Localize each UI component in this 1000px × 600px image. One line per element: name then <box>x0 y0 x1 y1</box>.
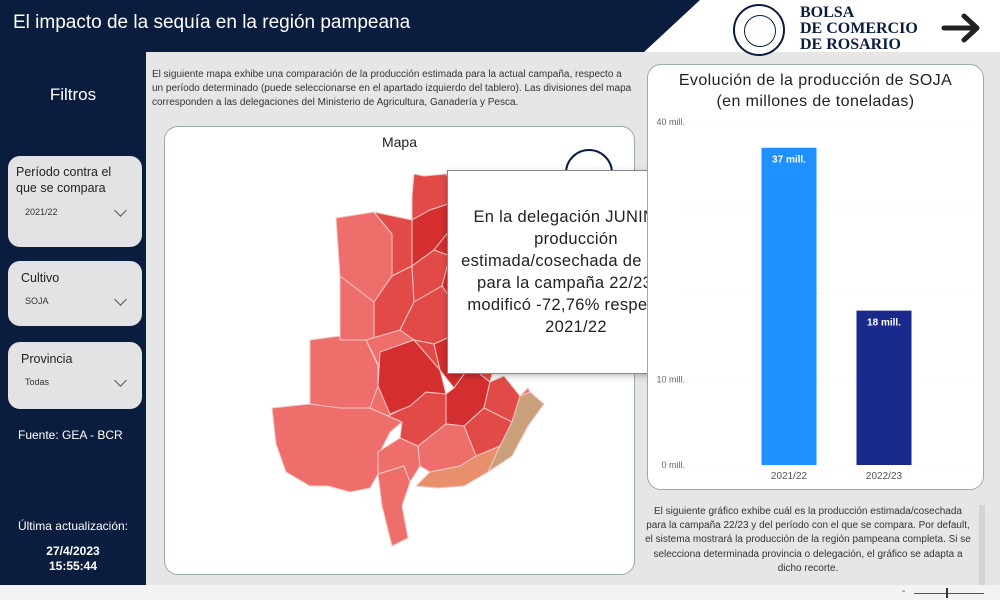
scrollbar[interactable] <box>979 505 985 585</box>
filter-crop-value[interactable]: SOJA <box>25 296 49 306</box>
production-bar-chart: 0 mill. 10 mill. 40 mill. 37 mill. 2021/22 18… <box>656 117 973 482</box>
filter-province-label: Provincia <box>21 352 73 366</box>
filter-province-value[interactable]: Todas <box>25 377 50 387</box>
bcr-seal-logo <box>733 4 785 56</box>
chart-description: El siguiente gráfico exhibe cuál es la p… <box>645 506 971 574</box>
x-tick-label: 2021/22 <box>771 471 808 482</box>
filter-province[interactable]: Provincia Todas <box>8 342 142 409</box>
filter-period[interactable]: Período contra el que se compara 2021/22 <box>8 156 142 247</box>
bar-data-label: 37 mill. <box>772 155 806 166</box>
bar <box>761 147 817 465</box>
x-tick-label: 2022/23 <box>866 471 903 482</box>
map-region[interactable] <box>377 339 447 415</box>
map-choropleth[interactable] <box>164 126 635 575</box>
bcr-logo-text: BOLSA DE COMERCIO DE ROSARIO <box>800 4 918 53</box>
filter-crop-label: Cultivo <box>21 271 60 285</box>
status-bar <box>0 585 1000 600</box>
source-label: Fuente: GEA - BCR <box>18 428 123 442</box>
filters-title: Filtros <box>49 85 97 104</box>
map-title: Mapa <box>381 134 418 150</box>
map-region[interactable] <box>339 275 375 341</box>
y-tick-label: 0 mill. <box>661 460 685 470</box>
arrow-right-icon[interactable] <box>940 8 984 48</box>
last-update-date: 27/4/2023 <box>46 544 100 558</box>
chevron-down-icon[interactable] <box>114 204 127 217</box>
filter-period-value[interactable]: 2021/22 <box>25 207 58 217</box>
zoom-slider[interactable] <box>914 593 984 594</box>
last-update-time: 15:55:44 <box>48 559 98 573</box>
bar-data-label: 18 mill. <box>867 318 901 329</box>
zoom-slider-handle[interactable] <box>946 588 948 598</box>
map-region[interactable] <box>487 391 545 473</box>
map-region[interactable] <box>519 387 531 397</box>
map-description: El siguiente mapa exhibe una comparación… <box>152 69 632 108</box>
filter-period-label: Período contra el que se compara <box>16 165 112 195</box>
chevron-down-icon[interactable] <box>114 293 127 306</box>
chevron-down-icon[interactable] <box>114 374 127 387</box>
map-region[interactable] <box>377 465 411 547</box>
chart-title: Evolución de la producción de SOJA (en m… <box>678 72 953 110</box>
last-update-label: Última actualización: <box>17 519 129 533</box>
zoom-out-button[interactable]: - <box>902 586 906 597</box>
bar <box>856 310 912 465</box>
y-tick-label: 10 mill. <box>656 374 685 384</box>
y-tick-label: 40 mill. <box>656 117 685 127</box>
header-title-band <box>0 0 700 52</box>
page-title: El impacto de la sequía en la región pam… <box>13 12 411 33</box>
filter-crop[interactable]: Cultivo SOJA <box>8 261 142 326</box>
